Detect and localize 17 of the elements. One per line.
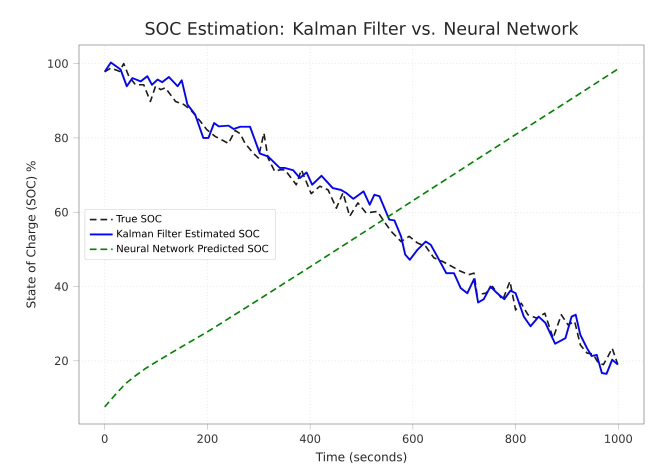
x-tick-label: 0 [102,434,108,443]
y-tick-label: 40 [54,282,68,291]
y-tick-label: 80 [54,134,68,142]
x-tick-label: 600 [402,434,423,443]
y-axis-title: State of Charge (SOC) % [26,161,38,308]
legend-label: Kalman Filter Estimated SOC [117,230,260,238]
y-tick-label: 60 [54,208,68,216]
legend-label: Neural Network Predicted SOC [117,244,268,252]
x-tick-label: 800 [506,434,526,443]
x-axis-title: Time (seconds) [316,452,406,463]
y-tick-label: 20 [55,356,68,366]
y-tick-label: 100 [48,59,68,68]
x-tick-label: 1000 [605,434,632,443]
x-tick-label: 200 [197,434,218,443]
legend-label: True SOC [116,214,162,222]
chart-title: SOC Estimation: Kalman Filter vs. Neural Network [146,22,578,35]
x-tick-label: 400 [300,434,320,443]
